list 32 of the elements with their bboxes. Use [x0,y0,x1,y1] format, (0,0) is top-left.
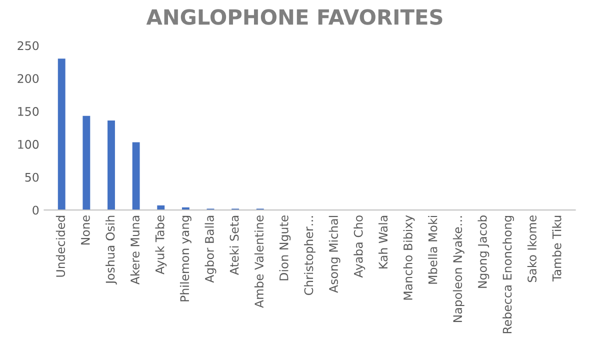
y-tick-label: 250 [18,41,39,50]
x-tick-label: Ngong Jacob [478,216,490,288]
x-tick-label: Tambe Tiku [552,216,562,282]
x-tick-label: Ateki Seta [230,216,239,276]
y-tick-label: 0 [32,206,39,215]
x-tick-label: Ayaba Cho [354,216,366,278]
x-tick-label: Sako Ikome [527,215,536,282]
x-tick-label: Mbella Moki [428,216,438,284]
x-tick-label: Ambe Valentine [254,215,264,308]
bar [108,120,115,210]
bar [58,58,66,210]
chart-title: ANGLOPHONE FAVORITES [146,9,442,25]
y-tick-label: 50 [25,172,39,182]
x-tick-label: Philemon yang [180,216,192,302]
x-tick-label: Asong Michal [328,216,340,293]
x-tick-label: Akere Muna [130,216,140,285]
y-tick-label: 200 [18,74,39,84]
bar [82,116,90,210]
x-tick-label: Mancho Bibixy [403,215,415,300]
x-tick-label: Joshua Osih [106,216,117,284]
x-tick-label: Kah Wala [378,216,388,268]
bar [132,142,140,210]
y-tick-label: 100 [18,140,39,149]
x-tick-label: Agbor Balla [204,216,216,283]
x-tick-label: Ayuk Tabe [155,215,167,274]
x-tick-label: Dion Ngute [279,215,291,280]
x-tick-label: Rebecca Enonchong [502,216,514,334]
y-tick-label: 150 [18,107,39,116]
x-tick-label: Christopher… [304,216,316,295]
x-tick-label: Undecided [56,216,66,277]
x-tick-label: Napoleon Nyake… [452,216,464,322]
x-tick-label: None [81,215,90,245]
